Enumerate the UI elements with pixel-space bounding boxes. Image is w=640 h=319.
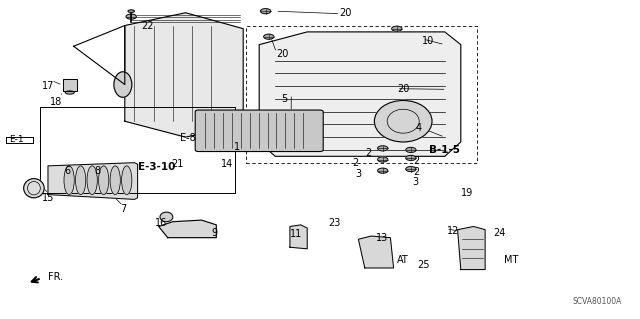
- Text: 8: 8: [95, 166, 101, 176]
- Text: E-3-10: E-3-10: [138, 162, 175, 173]
- Circle shape: [378, 157, 388, 162]
- Text: 14: 14: [221, 159, 233, 169]
- Ellipse shape: [76, 166, 86, 195]
- Ellipse shape: [65, 91, 74, 94]
- Text: 5: 5: [282, 94, 288, 104]
- Circle shape: [406, 147, 416, 152]
- Text: 10: 10: [422, 36, 435, 47]
- Text: 9: 9: [211, 228, 218, 238]
- Text: 11: 11: [290, 229, 302, 240]
- Text: 2: 2: [352, 158, 358, 168]
- Text: 13: 13: [376, 233, 388, 243]
- Ellipse shape: [160, 212, 173, 222]
- Circle shape: [260, 9, 271, 14]
- Text: 17: 17: [42, 81, 54, 91]
- Circle shape: [406, 155, 416, 160]
- Ellipse shape: [128, 10, 134, 12]
- Text: 19: 19: [461, 188, 473, 198]
- Circle shape: [392, 26, 402, 31]
- Text: SCVA80100A: SCVA80100A: [573, 297, 622, 306]
- Ellipse shape: [64, 166, 74, 195]
- Text: 2: 2: [365, 148, 371, 158]
- Text: AT: AT: [397, 255, 408, 265]
- Text: 23: 23: [328, 218, 340, 228]
- Bar: [63, 79, 77, 91]
- Text: 20: 20: [276, 49, 289, 59]
- Text: 21: 21: [172, 159, 184, 169]
- Text: 4: 4: [416, 122, 422, 133]
- Polygon shape: [259, 32, 461, 156]
- Ellipse shape: [374, 100, 432, 142]
- Text: 6: 6: [64, 166, 70, 176]
- Ellipse shape: [24, 179, 44, 198]
- Text: 7: 7: [120, 204, 127, 214]
- Bar: [63, 79, 77, 91]
- Text: 12: 12: [447, 226, 459, 236]
- Polygon shape: [290, 225, 307, 249]
- Polygon shape: [48, 163, 138, 199]
- Polygon shape: [358, 236, 394, 268]
- Circle shape: [406, 167, 416, 172]
- Polygon shape: [458, 226, 485, 270]
- Text: 1: 1: [234, 142, 240, 152]
- Text: 20: 20: [397, 84, 409, 94]
- Text: 24: 24: [493, 228, 505, 238]
- Text: 20: 20: [339, 8, 351, 18]
- Text: 2: 2: [413, 167, 419, 177]
- Polygon shape: [159, 220, 216, 238]
- Ellipse shape: [87, 166, 97, 195]
- Circle shape: [126, 14, 136, 19]
- Text: 2: 2: [413, 156, 419, 166]
- Text: MT: MT: [504, 255, 518, 265]
- Ellipse shape: [99, 166, 109, 195]
- Text: B-1-5: B-1-5: [429, 145, 460, 155]
- Circle shape: [378, 146, 388, 151]
- Text: 15: 15: [42, 193, 54, 203]
- Ellipse shape: [110, 166, 120, 195]
- Text: FR.: FR.: [48, 272, 63, 282]
- Text: 25: 25: [417, 260, 430, 271]
- Ellipse shape: [114, 72, 132, 97]
- Text: 16: 16: [155, 218, 167, 228]
- Text: E-8: E-8: [180, 133, 196, 143]
- Polygon shape: [125, 13, 243, 137]
- Text: E-1: E-1: [9, 135, 24, 144]
- Text: 3: 3: [355, 169, 362, 179]
- Text: 3: 3: [413, 177, 419, 187]
- FancyBboxPatch shape: [195, 110, 323, 152]
- Circle shape: [378, 168, 388, 173]
- Ellipse shape: [122, 166, 132, 195]
- Circle shape: [264, 34, 274, 39]
- Text: 18: 18: [50, 97, 62, 107]
- Text: 22: 22: [141, 20, 154, 31]
